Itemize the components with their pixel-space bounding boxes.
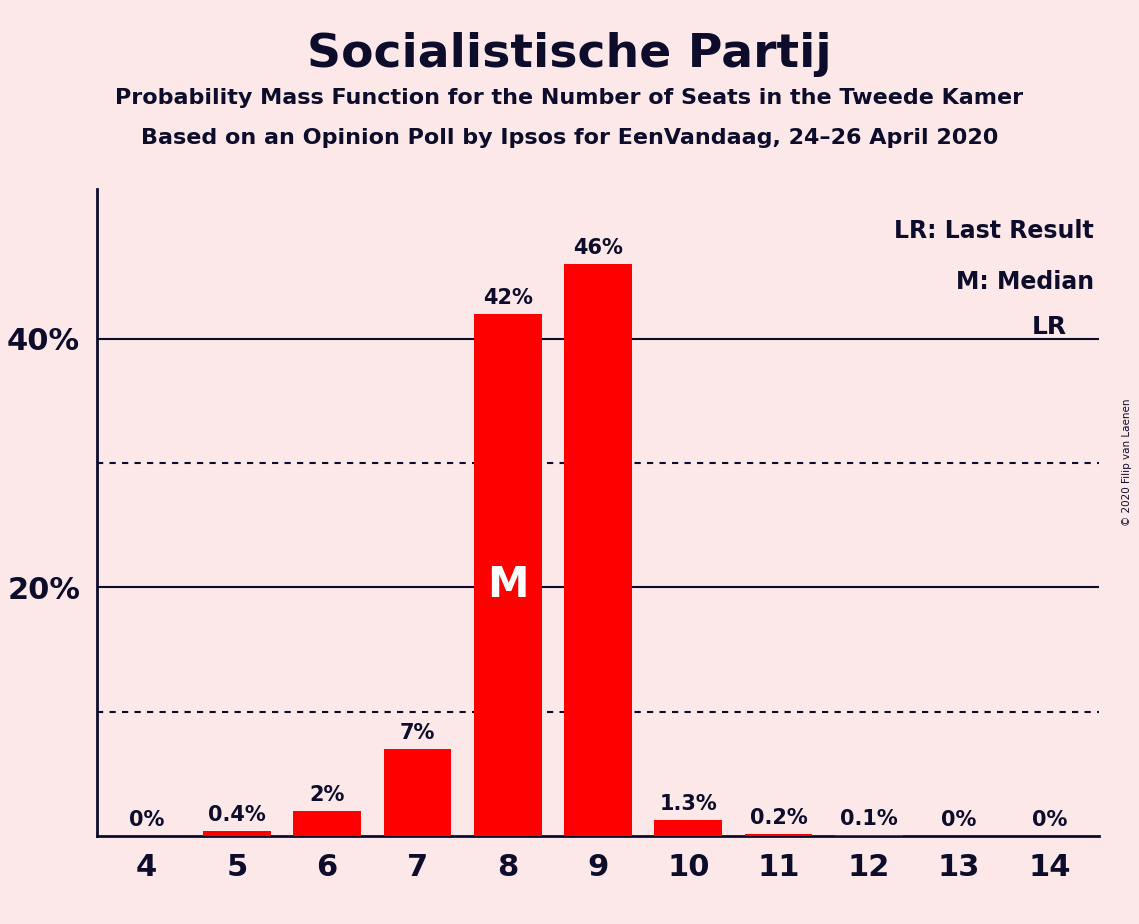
Bar xyxy=(564,264,632,836)
Bar xyxy=(655,821,722,836)
Text: 0%: 0% xyxy=(1032,810,1067,830)
Text: Based on an Opinion Poll by Ipsos for EenVandaag, 24–26 April 2020: Based on an Opinion Poll by Ipsos for Ee… xyxy=(141,128,998,148)
Text: 2%: 2% xyxy=(310,785,345,805)
Text: LR: LR xyxy=(1032,315,1067,339)
Text: 42%: 42% xyxy=(483,287,533,308)
Bar xyxy=(745,833,812,836)
Text: LR: Last Result: LR: Last Result xyxy=(894,218,1095,242)
Bar xyxy=(293,811,361,836)
Bar xyxy=(203,832,271,836)
Text: Socialistische Partij: Socialistische Partij xyxy=(308,32,831,78)
Text: © 2020 Filip van Laenen: © 2020 Filip van Laenen xyxy=(1122,398,1132,526)
Text: M: Median: M: Median xyxy=(956,270,1095,294)
Text: 0.4%: 0.4% xyxy=(208,805,265,825)
Text: 46%: 46% xyxy=(573,237,623,258)
Bar xyxy=(835,835,903,836)
Bar xyxy=(474,314,541,836)
Text: 0%: 0% xyxy=(942,810,977,830)
Text: 0.2%: 0.2% xyxy=(749,808,808,828)
Text: 0%: 0% xyxy=(129,810,164,830)
Text: 7%: 7% xyxy=(400,723,435,743)
Text: 0.1%: 0.1% xyxy=(839,808,898,829)
Text: M: M xyxy=(487,565,528,606)
Text: Probability Mass Function for the Number of Seats in the Tweede Kamer: Probability Mass Function for the Number… xyxy=(115,88,1024,108)
Text: 1.3%: 1.3% xyxy=(659,794,718,814)
Bar xyxy=(384,749,451,836)
